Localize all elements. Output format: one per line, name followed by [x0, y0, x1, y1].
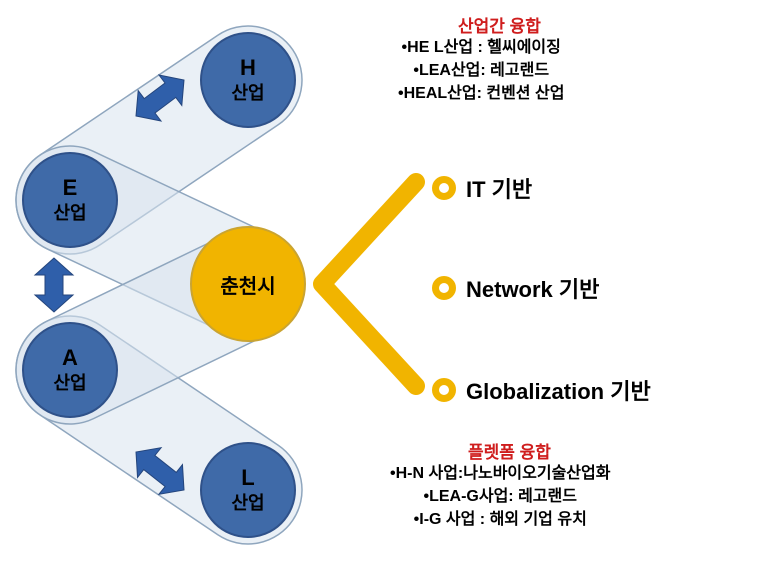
- bottom-section-list: •H-N 사업:나노바이오기술산업화 •LEA-G사업: 레고랜드 •I-G 사…: [390, 462, 610, 532]
- node-e-industry: E 산업: [22, 152, 118, 248]
- ring-icon: [432, 276, 456, 300]
- ring-icon: [432, 176, 456, 200]
- basis-label-network: Network 기반: [466, 272, 599, 304]
- node-center: 춘천시: [190, 226, 306, 342]
- node-e-sub: 산업: [53, 199, 86, 225]
- top-line-2: •HEAL산업: 컨벤션 산업: [398, 82, 564, 105]
- node-h-sub: 산업: [231, 79, 264, 105]
- basis-item-globalization: Globalization 기반: [432, 374, 651, 406]
- node-a-letter: A: [62, 345, 78, 371]
- node-l-industry: L 산업: [200, 442, 296, 538]
- bot-line-1: •LEA-G사업: 레고랜드: [390, 485, 610, 508]
- bot-line-2: •I-G 사업 : 해외 기업 유치: [390, 508, 610, 531]
- top-section-list: •HE L산업 : 헬씨에이징 •LEA산업: 레고랜드 •HEAL산업: 컨벤…: [398, 36, 564, 106]
- diagram-stage: H 산업 E 산업 A 산업 L 산업 춘천시 산업간 융합 •HE L산업 :…: [0, 0, 763, 568]
- node-center-label: 춘천시: [220, 270, 275, 299]
- top-line-1: •LEA산업: 레고랜드: [398, 59, 564, 82]
- bot-line-0: •H-N 사업:나노바이오기술산업화: [390, 462, 610, 485]
- node-a-industry: A 산업: [22, 322, 118, 418]
- svg-layer: [0, 0, 763, 568]
- node-a-sub: 산업: [53, 369, 86, 395]
- bottom-section-title: 플렛폼 융합: [468, 438, 551, 463]
- top-line-0: •HE L산업 : 헬씨에이징: [398, 36, 564, 59]
- basis-item-it: IT 기반: [432, 172, 532, 204]
- basis-item-network: Network 기반: [432, 272, 599, 304]
- node-l-sub: 산업: [231, 489, 264, 515]
- ring-icon: [432, 378, 456, 402]
- basis-label-globalization: Globalization 기반: [466, 374, 651, 406]
- top-section-title: 산업간 융합: [458, 12, 541, 37]
- node-h-industry: H 산업: [200, 32, 296, 128]
- node-l-letter: L: [241, 465, 254, 491]
- node-e-letter: E: [63, 175, 78, 201]
- basis-label-it: IT 기반: [466, 172, 532, 204]
- node-h-letter: H: [240, 55, 256, 81]
